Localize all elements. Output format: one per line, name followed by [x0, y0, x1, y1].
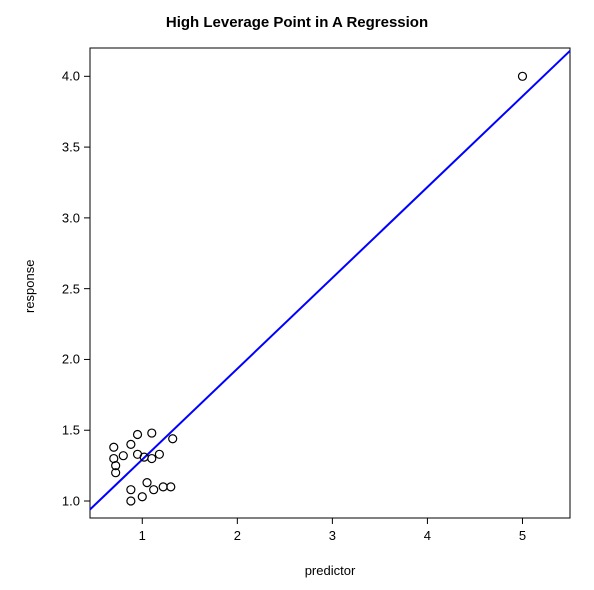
scatter-point	[148, 429, 156, 437]
scatter-point	[110, 443, 118, 451]
scatter-point	[119, 452, 127, 460]
x-tick-label: 5	[519, 528, 526, 543]
scatter-point	[518, 72, 526, 80]
scatter-point	[127, 440, 135, 448]
x-tick-label: 1	[139, 528, 146, 543]
scatter-point	[138, 493, 146, 501]
x-tick-label: 2	[234, 528, 241, 543]
y-axis-label: response	[22, 260, 37, 313]
scatter-point	[150, 486, 158, 494]
y-tick-label: 3.5	[40, 140, 80, 155]
y-tick-label: 2.5	[40, 281, 80, 296]
plot-svg	[90, 48, 578, 526]
scatter-point	[134, 430, 142, 438]
scatter-point	[159, 483, 167, 491]
x-tick-label: 3	[329, 528, 336, 543]
chart-title: High Leverage Point in A Regression	[0, 14, 594, 31]
scatter-point	[155, 450, 163, 458]
y-tick-label: 1.5	[40, 423, 80, 438]
scatter-point	[127, 486, 135, 494]
scatter-point	[143, 479, 151, 487]
y-tick-label: 3.0	[40, 210, 80, 225]
scatter-point	[169, 435, 177, 443]
plot-area	[90, 48, 570, 518]
y-tick-label: 4.0	[40, 69, 80, 84]
x-axis-label: predictor	[90, 563, 570, 578]
figure: High Leverage Point in A Regression resp…	[0, 0, 594, 590]
scatter-point	[127, 497, 135, 505]
scatter-point	[148, 455, 156, 463]
y-tick-label: 1.0	[40, 494, 80, 509]
scatter-point	[167, 483, 175, 491]
x-tick-label: 4	[424, 528, 431, 543]
y-tick-label: 2.0	[40, 352, 80, 367]
